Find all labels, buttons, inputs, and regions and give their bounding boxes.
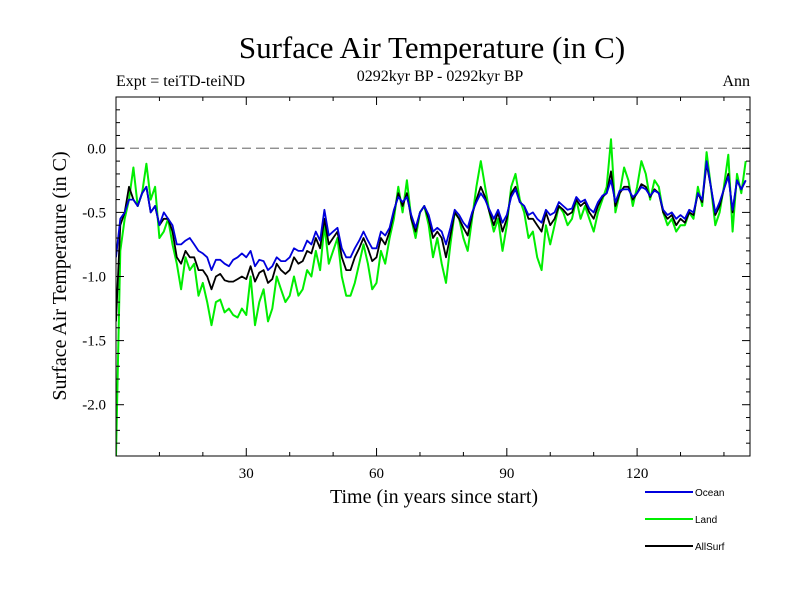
x-axis-title: Time (in years since start) <box>330 486 538 508</box>
experiment-label: Expt = teiTD-teiND <box>116 73 245 90</box>
series-line-ocean <box>116 160 747 272</box>
legend-label-allsurf: AllSurf <box>695 542 725 553</box>
legend: Ocean Land AllSurf <box>645 488 725 553</box>
y-tick-label: -2.0 <box>82 398 106 414</box>
chart-title: Surface Air Temperature (in C) <box>239 30 625 65</box>
x-tick-label: 120 <box>626 466 649 482</box>
plot-frame <box>115 96 751 457</box>
season-label: Ann <box>722 73 750 90</box>
x-tick-label: 90 <box>499 466 514 482</box>
y-tick-label: -1.0 <box>82 270 106 286</box>
series-line-land <box>116 138 747 456</box>
y-tick-label: -1.5 <box>82 334 106 350</box>
legend-label-ocean: Ocean <box>695 488 724 499</box>
period-label: 0292kyr BP - 0292kyr BP <box>357 68 524 85</box>
y-tick-label: -0.5 <box>82 205 106 221</box>
y-axis-title: Surface Air Temperature (in C) <box>49 151 71 400</box>
y-tick-label: 0.0 <box>87 141 106 157</box>
x-tick-label: 60 <box>369 466 384 482</box>
series-line-allsurf <box>116 162 747 322</box>
x-tick-label: 30 <box>239 466 254 482</box>
legend-label-land: Land <box>695 515 717 526</box>
